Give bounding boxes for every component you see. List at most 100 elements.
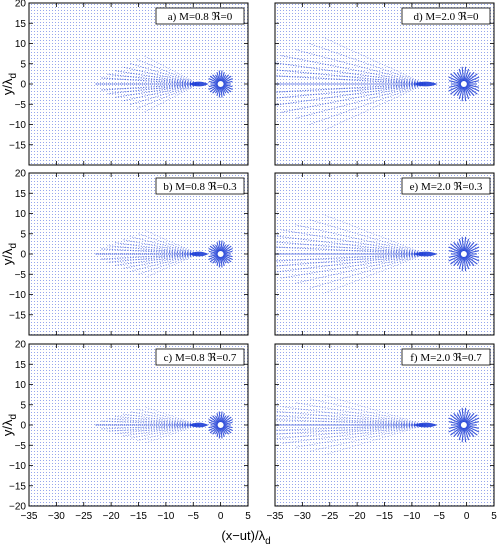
wake-ray xyxy=(137,424,199,442)
wake-ray xyxy=(275,62,426,85)
wake-ray xyxy=(275,241,426,255)
wake-ray xyxy=(295,424,426,448)
wake-ray xyxy=(323,424,426,456)
wake-ray xyxy=(281,83,426,113)
x-tick-label: −15 xyxy=(130,511,147,522)
wake-ray xyxy=(114,415,199,426)
field-a xyxy=(29,3,248,165)
wake-ray xyxy=(309,424,426,452)
wake-ray xyxy=(309,253,426,289)
radial-burst xyxy=(448,66,480,102)
panel-f: −35 −30 −25 −20 −15 −10 −5 0 5 f) M=2.0 ℜ=0.7 xyxy=(267,343,497,522)
x-tick-label: 0 xyxy=(464,511,470,522)
y-tick-label: 0 xyxy=(20,421,26,432)
wake-ray xyxy=(137,253,199,275)
radial-burst xyxy=(208,240,233,268)
panel-c: −20 −15 −10 −5 0 5 10 15 20 −35 −30 −25 −20 −15 −10 −5 0… xyxy=(0,340,251,523)
radial-burst xyxy=(448,407,480,443)
x-tick-label: −25 xyxy=(75,511,92,522)
y-tick-label: 20 xyxy=(15,0,27,10)
wake-ray xyxy=(100,83,199,91)
lens-mark xyxy=(413,251,438,257)
wake-ray xyxy=(281,55,426,85)
y-tick-label: 0 xyxy=(20,250,26,261)
panel-label-box xyxy=(155,177,245,195)
y-tick-label: −5 xyxy=(15,441,27,452)
panel-label: f) M=2.0 ℜ=0.7 xyxy=(410,352,482,364)
y-tick-label: 15 xyxy=(15,19,27,30)
y-tick-label: 10 xyxy=(15,39,27,50)
wake-ray xyxy=(323,214,426,255)
x-tick-label: −5 xyxy=(434,511,446,522)
wake-ray xyxy=(144,230,199,255)
x-tick-label: −30 xyxy=(48,511,65,522)
lens-mark xyxy=(413,422,438,428)
field-f xyxy=(275,344,494,506)
wake-ray xyxy=(295,49,426,85)
panel-label: b) M=0.8 ℜ=0.3 xyxy=(163,181,237,193)
y-tick-label: 5 xyxy=(20,59,26,70)
x-tick-label: −20 xyxy=(349,511,366,522)
wake-ray xyxy=(114,83,199,98)
y-tick-label: 15 xyxy=(15,360,27,371)
x-tick-label: −10 xyxy=(403,511,420,522)
panel-d: d) M=2.0 ℜ=0 xyxy=(274,2,495,166)
wake-ray xyxy=(275,235,426,255)
y-tick-label: 10 xyxy=(15,209,27,220)
wake-ray xyxy=(137,408,199,426)
y-tick-label: 5 xyxy=(20,229,26,240)
wake-ray xyxy=(275,424,426,435)
wake-ray xyxy=(107,245,199,255)
wake-ray xyxy=(107,418,199,426)
lens-mark xyxy=(188,422,209,428)
wake-ray xyxy=(129,62,199,85)
wake-ray xyxy=(100,77,199,85)
y-tick-label: 20 xyxy=(15,340,27,351)
wake-ray xyxy=(114,253,199,266)
wake-ray xyxy=(107,253,199,263)
panel-label: e) M=2.0 ℜ=0.3 xyxy=(410,181,483,193)
y-tick-label: −10 xyxy=(9,290,26,301)
panel-label-box xyxy=(401,348,491,366)
wake-ray xyxy=(295,402,426,426)
x-tick-label: −15 xyxy=(376,511,393,522)
x-axis-label: (x−ut)/λd xyxy=(221,528,270,546)
wake-ray xyxy=(275,410,426,426)
radial-burst xyxy=(208,411,233,439)
field-c xyxy=(29,344,248,506)
wake-ray xyxy=(107,73,199,85)
y-tick-label: −5 xyxy=(15,270,27,281)
field-e xyxy=(275,173,494,335)
wake-ray xyxy=(122,83,199,102)
y-tick-label: −10 xyxy=(9,461,26,472)
wake-ray xyxy=(309,219,426,255)
lens-mark xyxy=(413,81,438,87)
wake-ray xyxy=(323,37,426,85)
wake-ray xyxy=(275,253,426,273)
panel-label-box xyxy=(155,348,245,366)
wake-ray xyxy=(144,424,199,444)
wake-ray xyxy=(114,70,199,85)
wake-ray xyxy=(122,66,199,85)
panel-label-box xyxy=(155,7,245,25)
wake-ray xyxy=(295,83,426,119)
y-tick-label: −10 xyxy=(9,120,26,131)
x-tick-label: 0 xyxy=(218,511,224,522)
x-tick-label: 5 xyxy=(491,511,497,522)
panel-label-box xyxy=(401,7,491,25)
x-tick-label: −20 xyxy=(103,511,120,522)
y-tick-label: 15 xyxy=(15,189,27,200)
x-tick-label: −30 xyxy=(294,511,311,522)
wake-ray xyxy=(275,253,426,267)
x-tick-label: −25 xyxy=(321,511,338,522)
x-tick-label: −10 xyxy=(157,511,174,522)
wake-ray xyxy=(100,253,199,260)
radial-burst xyxy=(208,70,233,98)
wake-ray xyxy=(114,424,199,435)
wake-ray xyxy=(107,83,199,95)
wake-ray xyxy=(114,242,199,255)
y-tick-label: 10 xyxy=(15,380,27,391)
wake-ray xyxy=(281,406,426,426)
wake-ray xyxy=(275,415,426,426)
